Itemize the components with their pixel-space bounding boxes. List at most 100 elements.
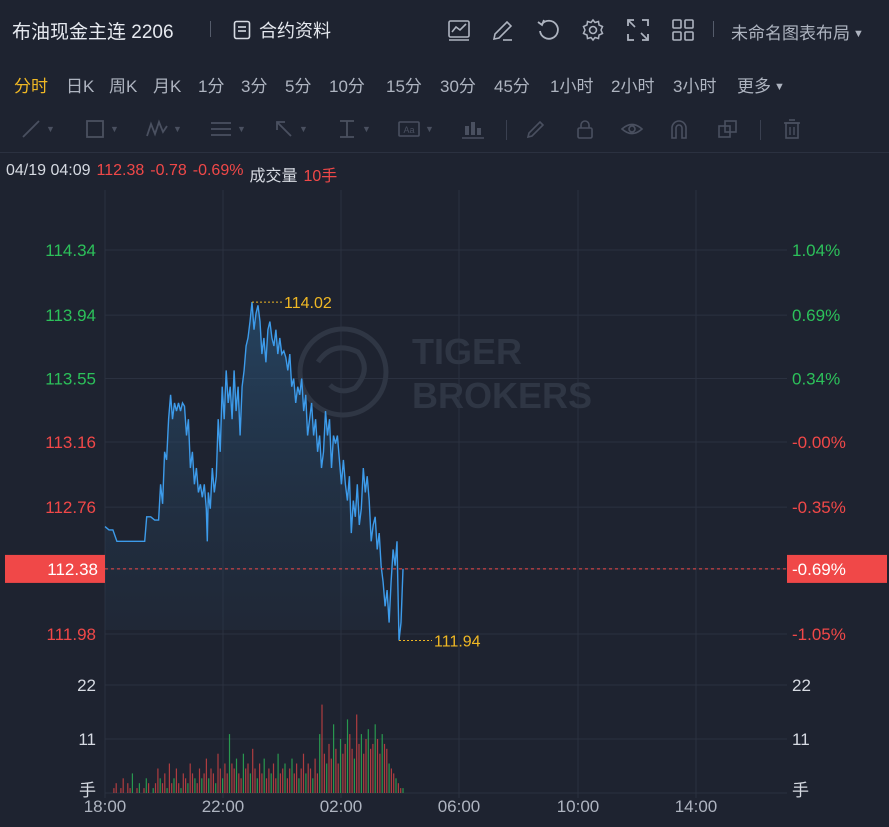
volume-bar: [370, 748, 372, 793]
volume-bar: [249, 773, 251, 793]
chart-area[interactable]: TIGER BROKERS 114.02 111.94 114.34 113.94 11…: [0, 190, 889, 822]
trend-line-tool[interactable]: ▼: [20, 116, 55, 142]
current-price-badge: [5, 554, 105, 583]
period-tab-3[interactable]: 月K: [153, 77, 182, 96]
high-marker-label: 114.02: [284, 295, 332, 312]
period-tab-1[interactable]: 日K: [66, 77, 95, 96]
grid-layout-icon[interactable]: [670, 17, 696, 43]
volume-bar: [374, 724, 376, 793]
volume-bar: [152, 788, 154, 793]
time-tick-5: 14:00: [675, 797, 718, 816]
price-tick-2: 113.55: [45, 370, 96, 389]
percent-tick-1: 0.69%: [792, 306, 840, 325]
measure-tool[interactable]: ▼: [336, 116, 371, 142]
volume-bar: [180, 788, 182, 793]
divider: [760, 120, 761, 140]
volume-bar: [187, 783, 189, 793]
volume-bar: [356, 714, 358, 793]
volume-bar: [349, 734, 351, 793]
price-tick-5: 111.98: [47, 625, 96, 644]
volume-bar: [245, 768, 247, 793]
period-tab-7[interactable]: 10分: [329, 77, 365, 96]
period-tab-8[interactable]: 15分: [386, 77, 422, 96]
pen-icon: [526, 120, 545, 139]
volume-bar: [189, 763, 191, 793]
volume-bar: [321, 704, 323, 793]
volume-bar: [379, 753, 381, 793]
high-low-markers: 114.02 111.94: [252, 295, 481, 651]
volume-bar: [203, 773, 205, 793]
candlestick-icon: [462, 122, 484, 139]
period-tab-4[interactable]: 1分: [198, 77, 225, 96]
volume-bar: [157, 768, 159, 793]
volume-bar: [115, 783, 117, 793]
clone-tool[interactable]: [716, 116, 740, 142]
delete-tool[interactable]: [781, 116, 803, 142]
volume-bar: [363, 753, 365, 793]
candlestick-tool[interactable]: [460, 116, 486, 142]
price-tick-0: 114.34: [45, 241, 96, 260]
price-tick-4: 112.76: [45, 498, 96, 517]
volume-bar: [196, 783, 198, 793]
rectangle-tool[interactable]: ▼: [84, 116, 119, 142]
lock-tool[interactable]: [574, 116, 596, 142]
magnet-tool[interactable]: [668, 116, 690, 142]
volume-tick-right-1: 11: [792, 730, 810, 749]
volume-bar: [136, 788, 138, 793]
price-tick-3: 113.16: [45, 433, 96, 452]
period-tab-9[interactable]: 30分: [440, 77, 476, 96]
percent-tick-0: 1.04%: [792, 241, 840, 260]
volume-bar: [240, 778, 242, 793]
percent-tick-2: 0.34%: [792, 370, 840, 389]
volume-bar: [154, 783, 157, 793]
refresh-icon[interactable]: [535, 17, 561, 43]
fullscreen-icon[interactable]: [625, 17, 651, 43]
watermark-logo-stroke: [315, 345, 367, 394]
arrow-tool[interactable]: ▼: [273, 116, 308, 142]
volume-bar: [282, 768, 284, 793]
time-tick-2: 02:00: [320, 797, 363, 816]
wave-tool[interactable]: ▼: [145, 116, 182, 142]
rectangle-icon: [86, 120, 104, 138]
volume-bar: [143, 788, 145, 793]
period-tab-6[interactable]: 5分: [285, 77, 312, 96]
current-percent-badge: [787, 554, 887, 583]
volume-bar: [113, 788, 115, 793]
time-tick-0: 18:00: [84, 797, 127, 816]
text-tool[interactable]: Aa ▼: [397, 116, 434, 142]
volume-bar: [259, 763, 261, 793]
percent-tick-3: -0.00%: [792, 433, 846, 452]
volume-bar: [296, 763, 298, 793]
period-tab-10[interactable]: 45分: [494, 77, 530, 96]
period-tab-11[interactable]: 1小时: [550, 77, 594, 96]
fibonacci-tool[interactable]: ▼: [209, 116, 246, 142]
visibility-tool[interactable]: [620, 116, 644, 142]
period-tab-2[interactable]: 周K: [109, 77, 138, 96]
volume-bar: [122, 778, 124, 793]
settings-gear-icon[interactable]: [580, 17, 606, 43]
volume-bar: [323, 753, 325, 793]
layout-selector[interactable]: 未命名图表布局 ▼: [731, 19, 864, 44]
volume-bar: [228, 734, 231, 793]
divider: [506, 120, 507, 140]
volume-bar: [279, 773, 281, 793]
pen-tool[interactable]: [525, 116, 547, 142]
period-tab-14[interactable]: 更多 ▼: [737, 77, 785, 96]
period-tab-0[interactable]: 分时: [14, 77, 48, 96]
contract-info-button[interactable]: 合约资料: [232, 17, 331, 43]
indicator-chart-icon[interactable]: [446, 17, 472, 43]
volume-bar: [164, 773, 166, 793]
volume-bar: [185, 778, 187, 793]
edit-icon[interactable]: [490, 17, 516, 43]
volume-bar: [397, 783, 399, 793]
svg-text:Aa: Aa: [403, 125, 414, 135]
chart-grid: [104, 190, 787, 798]
period-tab-13[interactable]: 3小时: [673, 77, 717, 96]
volume-bar: [358, 743, 360, 793]
period-tab-12[interactable]: 2小时: [611, 77, 655, 96]
current-percent-label: -0.69%: [792, 560, 846, 579]
volume-bar: [326, 763, 328, 793]
volume-bar: [353, 758, 355, 793]
period-tab-5[interactable]: 3分: [241, 77, 268, 96]
